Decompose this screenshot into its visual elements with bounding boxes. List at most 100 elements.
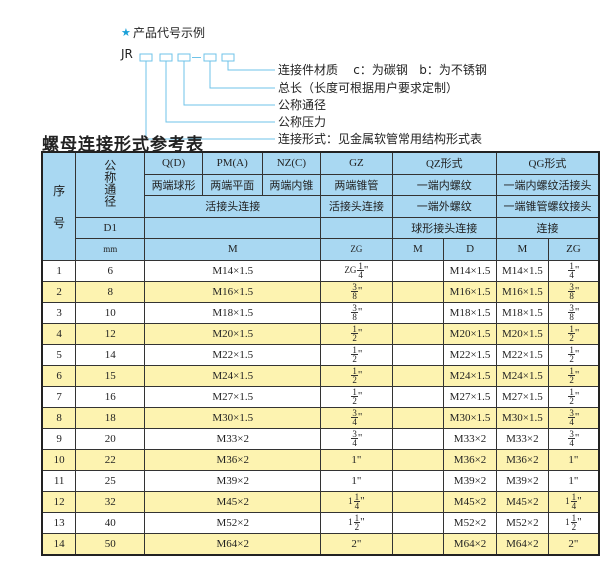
cell-zg: 1 1 4 "	[320, 490, 393, 513]
size-prefix: 1	[348, 496, 353, 507]
cell-qz-d: M64×2	[443, 532, 497, 555]
cell-qz-m	[391, 322, 445, 345]
cell-seq: 7	[41, 385, 77, 408]
cell-qz-m	[391, 427, 445, 450]
table-row: 4 12 M20×1.5 1 2 " M20×1.5 M20×1.5 1 2 "	[41, 322, 600, 345]
cell-qz-m	[391, 532, 445, 555]
header-empty	[320, 216, 393, 239]
table-row: 9 20 M33×2 3 4 " M33×2 M33×2 3 4 "	[41, 427, 600, 450]
cell-zg: 1 2 "	[320, 385, 393, 408]
cell-qg-m: M30×1.5	[495, 406, 549, 429]
cell-dn: 40	[75, 511, 146, 534]
header-qz2: 一端内螺纹	[391, 173, 497, 196]
cell-qz-d: M52×2	[443, 511, 497, 534]
cell-qz-m	[391, 343, 445, 366]
cell-dn: 25	[75, 469, 146, 492]
cell-qz-m	[391, 280, 445, 303]
cell-dn: 14	[75, 343, 146, 366]
table-row: 8 18 M30×1.5 3 4 " M30×1.5 M30×1.5 3 4 "	[41, 406, 600, 429]
cell-m: M27×1.5	[144, 385, 322, 408]
cell-zg: 3 8 "	[320, 301, 393, 324]
cell-qg-m: M22×1.5	[495, 343, 549, 366]
cell-seq: 11	[41, 469, 77, 492]
cell-qz-d: M33×2	[443, 427, 497, 450]
cell-zg: 1 1 2 "	[320, 511, 393, 534]
cell-qz-d: M20×1.5	[443, 322, 497, 345]
cell-qg-zg: 1 2 "	[547, 322, 600, 345]
cell-seq: 14	[41, 532, 77, 555]
nut-connection-table: 序 号 公称通径 Q(D) PM(A) NZ(C) GZ QZ形式 QG形式 两…	[41, 151, 600, 556]
header-qz: QZ形式	[391, 151, 497, 175]
header-mm: mm	[75, 238, 146, 261]
cell-qg-m: M36×2	[495, 448, 549, 471]
label-connection-type: 连接形式：见金属软管常用结构形式表	[278, 132, 483, 146]
table-row: 14 50 M64×2 2" M64×2 M64×2 2"	[41, 532, 600, 555]
cell-zg: 1 2 "	[320, 322, 393, 345]
header-qz3: 一端外螺纹	[391, 195, 497, 218]
cell-qg-zg: 1 2 "	[547, 343, 600, 366]
cell-qz-m	[391, 364, 445, 387]
header-qz4: 球形接头连接	[391, 216, 497, 239]
cell-qz-m	[391, 490, 445, 513]
cell-qz-m	[391, 385, 445, 408]
cell-qz-d: M24×1.5	[443, 364, 497, 387]
code-box	[221, 53, 235, 62]
cell-m: M14×1.5	[144, 259, 322, 282]
cell-qg-zg: 1 2 "	[547, 364, 600, 387]
cell-qz-d: M36×2	[443, 448, 497, 471]
cell-qg-zg: 1"	[547, 469, 600, 492]
cell-m: M52×2	[144, 511, 322, 534]
cell-seq: 6	[41, 364, 77, 387]
cell-qg-m: M18×1.5	[495, 301, 549, 324]
cell-qz-m	[391, 469, 445, 492]
cell-dn: 32	[75, 490, 146, 513]
cell-m: M22×1.5	[144, 343, 322, 366]
cell-qg-zg: 3 4 "	[547, 427, 600, 450]
cell-seq: 1	[41, 259, 77, 282]
cell-qg-zg: 2"	[547, 532, 600, 555]
cell-qg-m: M45×2	[495, 490, 549, 513]
header-qzm: M	[391, 238, 445, 261]
cell-m: M33×2	[144, 427, 322, 450]
cell-qg-zg: 1 1 4 "	[547, 490, 600, 513]
label-nominal-pressure: 公称压力	[278, 115, 327, 129]
cell-qg-m: M24×1.5	[495, 364, 549, 387]
cell-dn: 6	[75, 259, 146, 282]
header-qgm: M	[495, 238, 549, 261]
cell-dn: 22	[75, 448, 146, 471]
cell-qz-d: M30×1.5	[443, 406, 497, 429]
header-m: M	[144, 238, 322, 261]
cell-dn: 12	[75, 322, 146, 345]
cell-seq: 9	[41, 427, 77, 450]
cell-m: M16×1.5	[144, 280, 322, 303]
size-prefix: 1	[565, 496, 570, 507]
code-box	[139, 53, 153, 62]
table-row: 12 32 M45×2 1 1 4 " M45×2 M45×2 1 1 4 "	[41, 490, 600, 513]
cell-qz-d: M18×1.5	[443, 301, 497, 324]
cell-zg: 3 4 "	[320, 427, 393, 450]
cell-qg-zg: 3 8 "	[547, 301, 600, 324]
cell-qz-d: M39×2	[443, 469, 497, 492]
header-pm2: 两端平面	[201, 173, 263, 196]
header-qg: QG形式	[495, 151, 600, 175]
cell-dn: 10	[75, 301, 146, 324]
table-row: 13 40 M52×2 1 1 2 " M52×2 M52×2 1 1 2 "	[41, 511, 600, 534]
cell-qg-m: M33×2	[495, 427, 549, 450]
cell-qg-zg: 1"	[547, 448, 600, 471]
cell-qg-zg: 3 8 "	[547, 280, 600, 303]
cell-qg-zg: 3 4 "	[547, 406, 600, 429]
cell-qz-m	[391, 511, 445, 534]
cell-seq: 13	[41, 511, 77, 534]
cell-qz-m	[391, 406, 445, 429]
code-example-title: 产品代号示例	[133, 26, 206, 40]
cell-qg-m: M20×1.5	[495, 322, 549, 345]
